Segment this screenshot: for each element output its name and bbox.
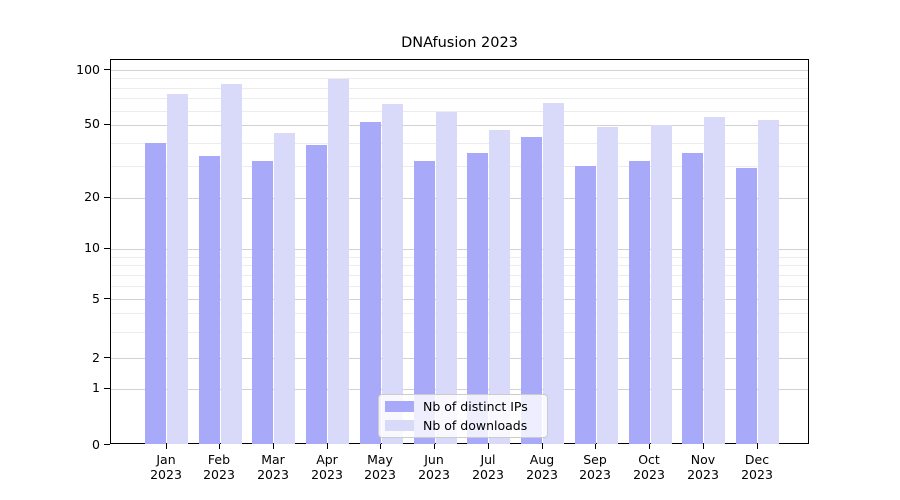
minor-gridline <box>111 332 808 333</box>
x-tick-oct <box>649 444 650 449</box>
bar-downloads-jan <box>167 93 188 444</box>
x-tick-label-feb: Feb 2023 <box>203 452 235 482</box>
x-tick-jan <box>166 444 167 449</box>
y-tick-10 <box>104 248 110 249</box>
y-tick-5 <box>104 298 110 299</box>
bar-downloads-apr <box>328 79 350 444</box>
x-tick-apr <box>327 444 328 449</box>
bar-distinct-ips-nov <box>682 153 704 444</box>
y-tick-100 <box>104 69 110 70</box>
x-tick-label-may: May 2023 <box>364 452 396 482</box>
legend-swatch-downloads <box>385 420 414 431</box>
x-tick-label-jan: Jan 2023 <box>150 452 182 482</box>
bar-distinct-ips-apr <box>306 144 328 444</box>
x-tick-label-aug: Aug 2023 <box>526 452 558 482</box>
major-gridline-100 <box>111 70 808 71</box>
plot-area: Nb of distinct IPs Nb of downloads <box>110 59 809 444</box>
chart-title: DNAfusion 2023 <box>401 35 518 51</box>
major-gridline-5 <box>111 299 808 300</box>
bar-downloads-jun <box>435 111 457 444</box>
bar-distinct-ips-jan <box>145 142 166 444</box>
x-tick-label-apr: Apr 2023 <box>311 452 343 482</box>
y-tick-label-100: 100 <box>76 62 100 77</box>
x-tick-label-jun: Jun 2023 <box>418 452 450 482</box>
bar-distinct-ips-oct <box>628 160 650 444</box>
minor-gridline <box>111 313 808 314</box>
x-tick-feb <box>219 444 220 449</box>
bar-distinct-ips-aug <box>521 137 543 444</box>
x-tick-label-oct: Oct 2023 <box>633 452 665 482</box>
x-tick-label-mar: Mar 2023 <box>257 452 289 482</box>
bar-distinct-ips-jun <box>413 160 435 444</box>
x-tick-may <box>380 444 381 449</box>
y-tick-label-10: 10 <box>84 240 100 255</box>
bar-downloads-may <box>381 104 403 444</box>
y-tick-label-1: 1 <box>92 380 100 395</box>
x-tick-label-nov: Nov 2023 <box>687 452 719 482</box>
x-tick-label-dec: Dec 2023 <box>741 452 773 482</box>
legend-item-distinct-ips: Nb of distinct IPs <box>385 399 547 414</box>
x-tick-dec <box>757 444 758 449</box>
x-tick-label-sep: Sep 2023 <box>579 452 611 482</box>
minor-gridline <box>111 257 808 258</box>
legend-label-downloads: Nb of downloads <box>423 418 528 433</box>
bar-downloads-jul <box>489 129 511 444</box>
y-tick-label-5: 5 <box>92 291 100 306</box>
bar-distinct-ips-sep <box>574 165 596 444</box>
x-tick-aug <box>542 444 543 449</box>
x-tick-sep <box>595 444 596 449</box>
minor-gridline <box>111 88 808 89</box>
y-tick-2 <box>104 357 110 358</box>
y-tick-1 <box>104 388 110 389</box>
x-tick-label-jul: Jul 2023 <box>472 452 504 482</box>
major-gridline-2 <box>111 358 808 359</box>
x-tick-jul <box>488 444 489 449</box>
minor-gridline <box>111 143 808 144</box>
legend-swatch-distinct-ips <box>385 401 414 412</box>
y-tick-50 <box>104 124 110 125</box>
major-gridline-1 <box>111 389 808 390</box>
bar-downloads-oct <box>650 124 672 444</box>
y-tick-label-2: 2 <box>92 350 100 365</box>
minor-gridline <box>111 78 808 79</box>
x-tick-nov <box>703 444 704 449</box>
bar-downloads-sep <box>596 126 618 444</box>
bar-downloads-nov <box>704 117 726 444</box>
major-gridline-20 <box>111 198 808 199</box>
y-tick-20 <box>104 197 110 198</box>
legend-item-downloads: Nb of downloads <box>385 418 547 433</box>
y-tick-label-20: 20 <box>84 189 100 204</box>
minor-gridline <box>111 265 808 266</box>
bar-downloads-dec <box>758 120 780 444</box>
y-tick-label-50: 50 <box>84 116 100 131</box>
minor-gridline <box>111 98 808 99</box>
major-gridline-10 <box>111 249 808 250</box>
major-gridline-50 <box>111 125 808 126</box>
minor-gridline <box>111 275 808 276</box>
legend: Nb of distinct IPs Nb of downloads <box>378 394 548 438</box>
minor-gridline <box>111 111 808 112</box>
bar-downloads-feb <box>220 83 242 444</box>
minor-gridline <box>111 166 808 167</box>
legend-label-distinct-ips: Nb of distinct IPs <box>423 399 528 414</box>
bar-distinct-ips-feb <box>198 155 220 444</box>
minor-gridline <box>111 286 808 287</box>
x-tick-mar <box>273 444 274 449</box>
bar-downloads-mar <box>274 133 296 444</box>
bar-distinct-ips-mar <box>252 160 274 444</box>
bar-distinct-ips-jul <box>467 153 489 444</box>
bar-distinct-ips-may <box>359 121 381 444</box>
x-tick-jun <box>434 444 435 449</box>
bar-distinct-ips-dec <box>736 168 758 444</box>
bar-downloads-aug <box>543 102 565 444</box>
y-tick-label-0: 0 <box>92 437 100 452</box>
y-tick-0 <box>104 444 110 445</box>
